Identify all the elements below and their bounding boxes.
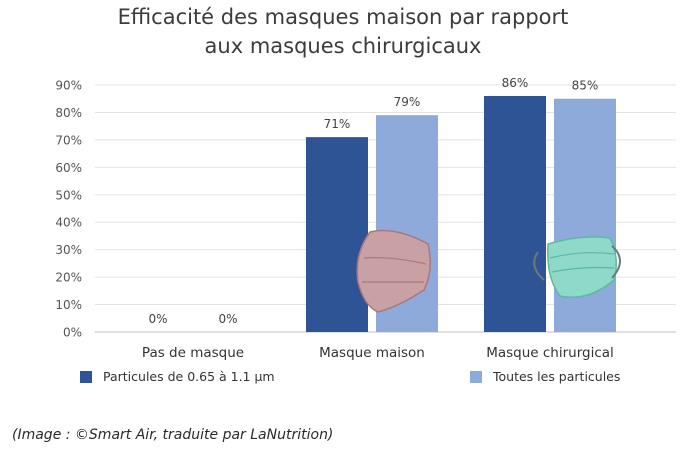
- y-tick-label: 50%: [55, 188, 82, 202]
- cloth-mask-image: [356, 229, 431, 313]
- mask-illustrations: [356, 229, 621, 313]
- y-axis-tick-labels: 0% 10% 20% 30% 40% 50% 60% 70% 80% 90%: [55, 79, 82, 340]
- legend-swatch-series-1: [80, 370, 92, 383]
- y-tick-label: 70%: [55, 133, 82, 147]
- bar-value-label: 71%: [324, 117, 351, 131]
- x-category-label: Masque maison: [319, 345, 425, 361]
- y-tick-label: 30%: [55, 243, 82, 257]
- chart-title-line-1: Efficacité des masques maison par rappor…: [117, 5, 569, 29]
- legend-item-series-1: Particules de 0.65 à 1.1 µm: [80, 369, 275, 384]
- y-tick-label: 0%: [63, 326, 82, 340]
- x-category-label: Masque chirurgical: [486, 345, 614, 361]
- y-tick-label: 90%: [55, 79, 82, 93]
- legend-item-series-2: Toutes les particules: [470, 369, 620, 384]
- bar-value-label: 85%: [572, 79, 599, 93]
- bars: [306, 95, 616, 332]
- surgical-mask-image: [533, 236, 621, 298]
- bar-value-label: 79%: [394, 95, 421, 109]
- bar-value-label: 86%: [502, 76, 529, 90]
- bar-value-label: 0%: [148, 312, 167, 326]
- legend-label-series-2: Toutes les particules: [493, 369, 621, 384]
- legend-label-series-1: Particules de 0.65 à 1.1 µm: [103, 369, 275, 384]
- x-axis-category-labels: Pas de masque Masque maison Masque chirurg…: [142, 345, 614, 361]
- image-source-caption: (Image : ©Smart Air, traduite par LaNutr…: [12, 427, 334, 443]
- y-tick-label: 40%: [55, 216, 82, 230]
- bar-1-2: [306, 137, 368, 332]
- legend: Particules de 0.65 à 1.1 µm Toutes les p…: [0, 369, 686, 391]
- bar-1-3: [484, 95, 546, 332]
- chart-title: Efficacité des masques maison par rappor…: [0, 0, 686, 61]
- y-tick-label: 10%: [55, 298, 82, 312]
- y-tick-label: 80%: [55, 106, 82, 120]
- chart-title-line-2: aux masques chirurgicaux: [204, 34, 482, 58]
- bar-value-label: 0%: [218, 312, 237, 326]
- bar-chart: 0% 10% 20% 30% 40% 50% 60% 70% 80% 90% 0% 0% 71% 79%…: [55, 76, 676, 361]
- y-tick-label: 60%: [55, 161, 82, 175]
- x-category-label: Pas de masque: [142, 345, 244, 361]
- bar-value-labels: 0% 0% 71% 79% 86% 85%: [148, 76, 598, 326]
- y-tick-label: 20%: [55, 271, 82, 285]
- legend-swatch-series-2: [470, 370, 482, 383]
